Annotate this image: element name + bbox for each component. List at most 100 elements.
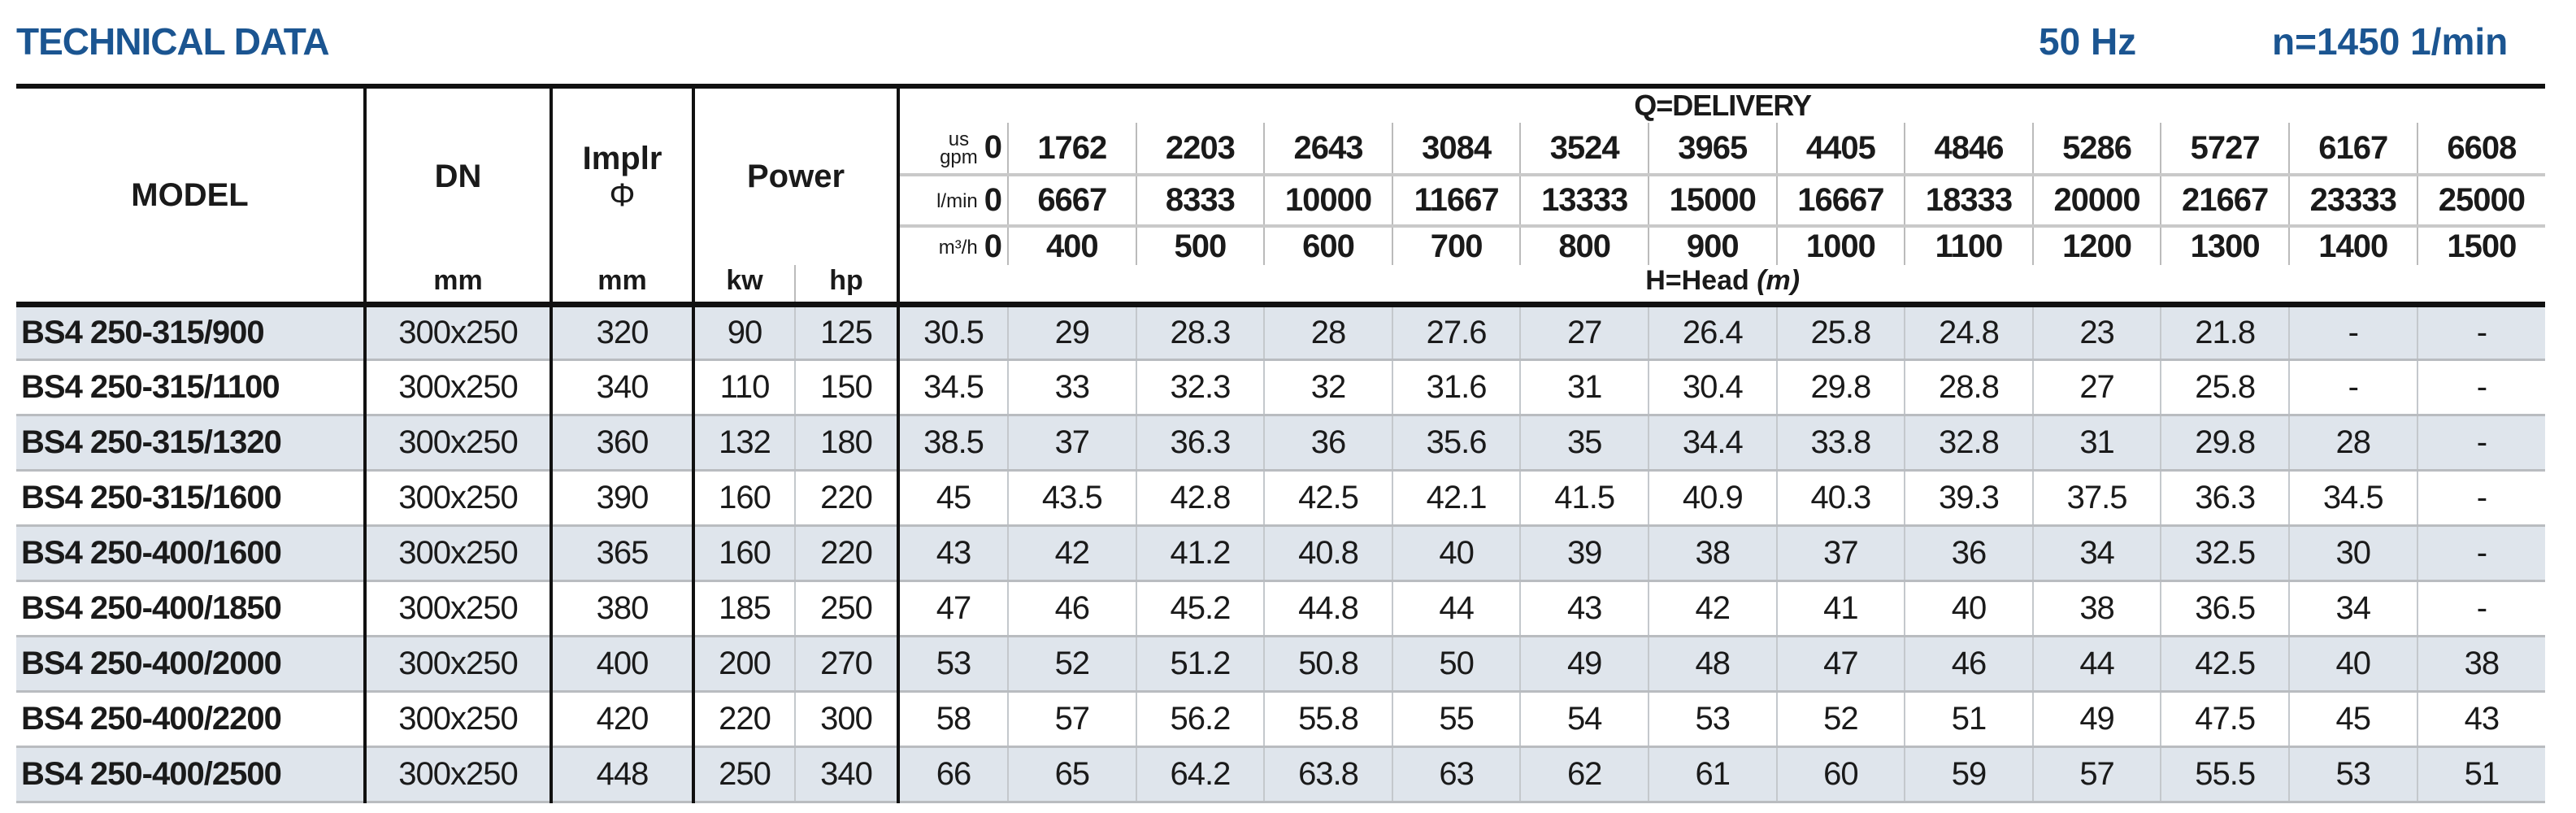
head-cell: 50.8 [1264, 636, 1393, 693]
head-cell: 37 [1776, 525, 1906, 582]
table-row: BS4 250-400/2200 300x250 420 220 300 58 57 56.2… [16, 691, 2546, 748]
head-cell: 28.3 [1136, 304, 1266, 361]
head-cell: 42 [1648, 580, 1778, 637]
flow-value: 600 [1264, 226, 1393, 265]
power-hp-cell: 180 [795, 415, 901, 472]
power-hp-unit: hp [795, 265, 901, 305]
flow-value: 400 [1008, 226, 1137, 265]
power-kw-cell: 160 [693, 470, 796, 527]
head-cell: 42.1 [1392, 470, 1522, 527]
frequency-label: 50 Hz [2039, 20, 2137, 63]
head-cell: 30.4 [1648, 359, 1778, 416]
head-cell: 46 [1905, 636, 2034, 693]
head-cell: 55.8 [1264, 691, 1393, 748]
flow-unit-cell: us gpm 0 [898, 123, 1010, 176]
head-cell: - [2417, 304, 2546, 361]
head-cell: 53 [2288, 746, 2418, 803]
head-cell: 33.8 [1776, 415, 1906, 472]
flow-unit-label: l/min [936, 190, 978, 213]
flow-value: 6608 [2417, 123, 2546, 176]
flow-value: 23333 [2288, 175, 2418, 228]
impeller-cell: 380 [551, 580, 695, 637]
impeller-cell: 400 [551, 636, 695, 693]
head-cell: 44 [1392, 580, 1522, 637]
head-cell: - [2417, 580, 2546, 637]
impeller-cell: 448 [551, 746, 695, 803]
delivery-header: Q=DELIVERY [898, 84, 2546, 123]
head-cell: 36 [1905, 525, 2034, 582]
impeller-cell: 365 [551, 525, 695, 582]
flow-value: 25000 [2417, 175, 2546, 228]
dn-cell: 300x250 [365, 691, 553, 748]
head-cell: 63.8 [1264, 746, 1393, 803]
head-cell: 56.2 [1136, 691, 1266, 748]
head-cell: 29.8 [1776, 359, 1906, 416]
head-cell: 53 [1648, 691, 1778, 748]
dn-cell: 300x250 [365, 470, 553, 527]
head-cell: 47.5 [2161, 691, 2290, 748]
head-cell: 40.3 [1776, 470, 1906, 527]
model-cell: BS4 250-400/1850 [16, 580, 367, 637]
head-cell: 38 [2032, 580, 2162, 637]
table-body: BS4 250-315/900 300x250 320 90 125 30.5 29 28.3… [16, 304, 2546, 803]
head-cell: 59 [1905, 746, 2034, 803]
table-row: BS4 250-400/1850 300x250 380 185 250 47 46 45.2… [16, 580, 2546, 637]
head-cell: 43 [2417, 691, 2546, 748]
flow-row-lmin: l/min 0 6667 8333 10000 11667 13333 15000 16667 1… [16, 175, 2546, 228]
head-cell: 43 [898, 525, 1010, 582]
flow-value: 1300 [2161, 226, 2290, 265]
model-cell: BS4 250-315/900 [16, 304, 367, 361]
flow-value: 6167 [2288, 123, 2418, 176]
head-cell: 31 [1520, 359, 1649, 416]
head-cell: 21.8 [2161, 304, 2290, 361]
head-cell: 41.5 [1520, 470, 1649, 527]
head-cell: 28 [1264, 304, 1393, 361]
head-cell: 28.8 [1905, 359, 2034, 416]
flow-value: 13333 [1520, 175, 1649, 228]
power-hp-cell: 270 [795, 636, 901, 693]
head-cell: 40 [1392, 525, 1522, 582]
head-cell: 27 [2032, 359, 2162, 416]
head-cell: 36.3 [1136, 415, 1266, 472]
table-row: BS4 250-400/1600 300x250 365 160 220 43 42 41.2… [16, 525, 2546, 582]
head-cell: 30 [2288, 525, 2418, 582]
head-cell: 42.5 [1264, 470, 1393, 527]
head-cell: - [2417, 415, 2546, 472]
head-cell: 36.5 [2161, 580, 2290, 637]
model-cell: BS4 250-400/2200 [16, 691, 367, 748]
head-cell: 57 [2032, 746, 2162, 803]
flow-value: 3084 [1392, 123, 1522, 176]
flow-value: 1200 [2032, 226, 2162, 265]
head-cell: 53 [898, 636, 1010, 693]
head-header: H=Head (m) [898, 265, 2545, 305]
flow-unit: l/min [936, 190, 978, 213]
head-cell: - [2288, 359, 2418, 416]
flow-value: 3524 [1520, 123, 1649, 176]
head-cell: 51.2 [1136, 636, 1266, 693]
flow-unit-cell: l/min 0 [898, 175, 1010, 228]
power-kw-unit: kw [693, 265, 796, 305]
power-hp-cell: 340 [795, 746, 901, 803]
flow-unit: m³/h [938, 236, 978, 259]
dn-cell: 300x250 [365, 359, 553, 416]
head-cell: 51 [1905, 691, 2034, 748]
head-cell: 34 [2288, 580, 2418, 637]
flow-value: 0 [984, 182, 1003, 218]
head-cell: 40 [1905, 580, 2034, 637]
head-cell: 37.5 [2032, 470, 2162, 527]
flow-value: 1100 [1905, 226, 2034, 265]
head-cell: 31.6 [1392, 359, 1522, 416]
impeller-cell: 360 [551, 415, 695, 472]
head-cell: 40.8 [1264, 525, 1393, 582]
head-cell: - [2417, 470, 2546, 527]
model-cell: BS4 250-315/1100 [16, 359, 367, 416]
power-kw-cell: 220 [693, 691, 796, 748]
power-hp-cell: 300 [795, 691, 901, 748]
head-cell: 39.3 [1905, 470, 2034, 527]
head-cell: 38 [2417, 636, 2546, 693]
head-cell: 23 [2032, 304, 2162, 361]
head-cell: 54 [1520, 691, 1649, 748]
flow-value: 5727 [2161, 123, 2290, 176]
head-cell: 33 [1008, 359, 1137, 416]
flow-unit-top: us [948, 128, 970, 151]
